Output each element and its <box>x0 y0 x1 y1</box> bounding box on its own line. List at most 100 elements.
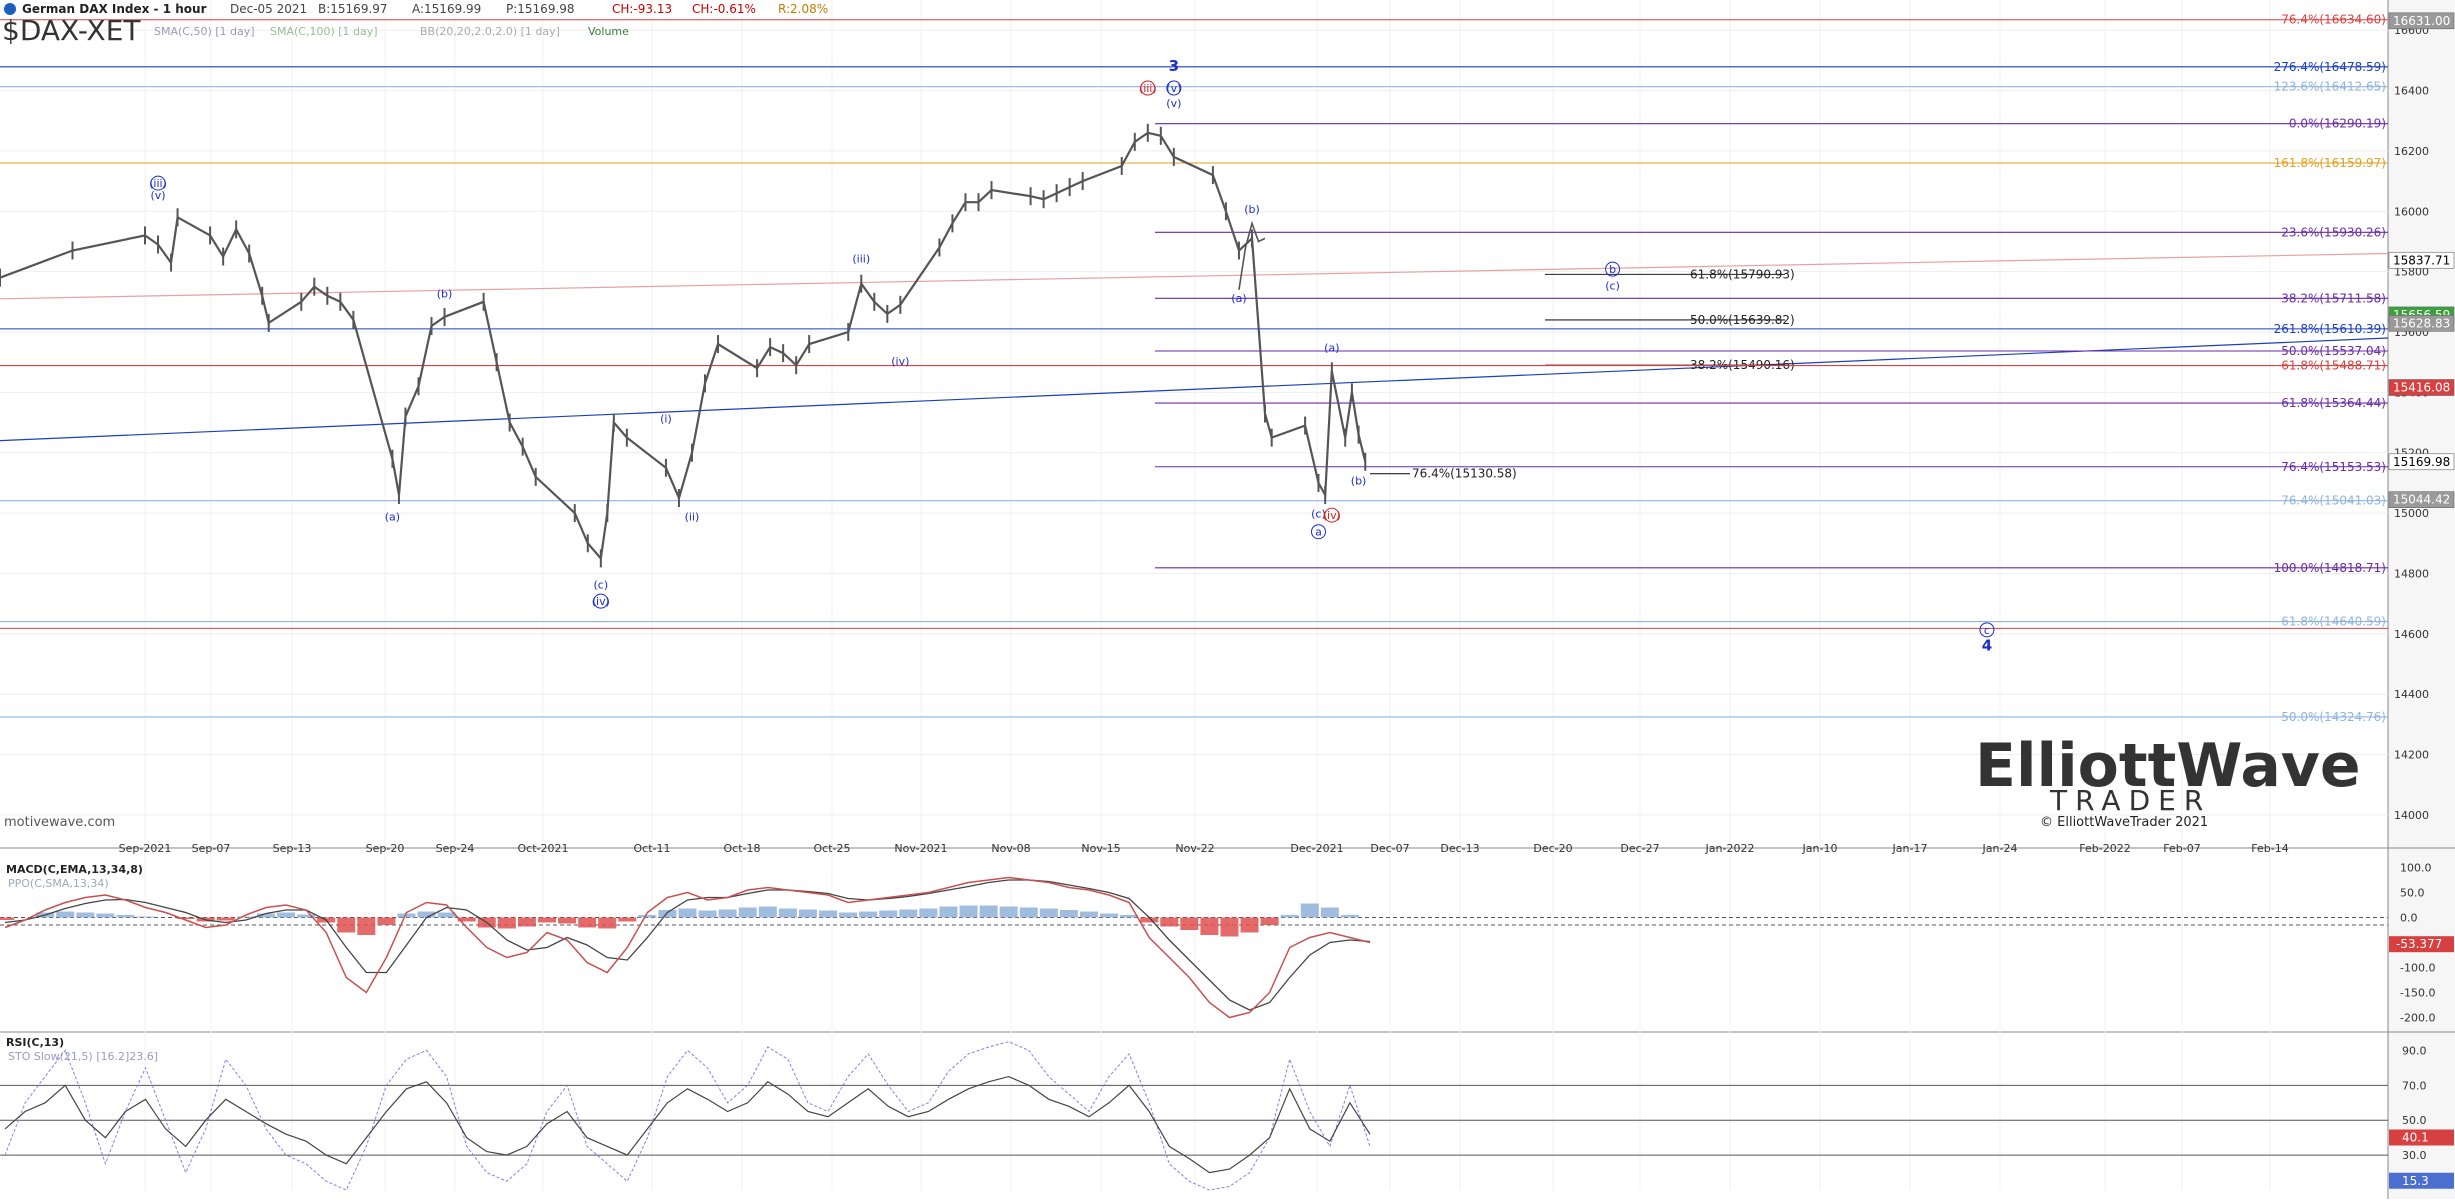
fib-level-label: 61.8%(15790.93) <box>1690 267 1795 281</box>
date-axis-tick-label: Oct-2021 <box>518 842 569 855</box>
wave-label: (iv) <box>592 595 610 608</box>
indicator-bb[interactable]: BB(20,20,2.0,2.0) [1 day] <box>420 25 560 38</box>
ppo-histogram-bar <box>1039 908 1058 918</box>
date-axis-tick-label: Jan-10 <box>1802 842 1838 855</box>
wave-label: (v) <box>150 189 165 202</box>
fib-level-label: 123.6%(16412.65) <box>2274 80 2386 94</box>
ppo-histogram-bar <box>1019 907 1038 918</box>
date-axis-tick-label: Dec-13 <box>1440 842 1479 855</box>
ask-value: A:15169.99 <box>412 2 482 16</box>
ppo-histogram-bar <box>578 917 597 928</box>
ppo-histogram-bar <box>819 910 838 918</box>
ppo-histogram-bar <box>297 914 316 918</box>
fib-level-label: 38.2%(15711.58) <box>2281 291 2386 305</box>
ppo-histogram-bar <box>999 906 1018 918</box>
ppo-histogram-bar <box>337 917 356 933</box>
price-axis-tick-label: 16200 <box>2394 145 2429 158</box>
rsi-axis-tick-label: 90.0 <box>2402 1044 2427 1057</box>
date-axis-tick-label: Feb-07 <box>2163 842 2200 855</box>
ppo-histogram-bar <box>899 909 918 918</box>
rsi-axis-tick-label: 50.0 <box>2402 1114 2427 1127</box>
price-tag-label: 15044.42 <box>2393 493 2450 507</box>
wave-label-circle <box>1166 80 1182 96</box>
ppo-histogram-bar <box>1260 917 1279 925</box>
price-tag <box>2388 453 2455 471</box>
wave-label: (b) <box>437 287 453 300</box>
indicator-volume[interactable]: Volume <box>588 25 629 38</box>
sto-value-tag-label: 15.3 <box>2402 1174 2429 1188</box>
ppo-histogram-bar <box>1320 907 1339 918</box>
date-axis-tick-label: Dec-27 <box>1620 842 1659 855</box>
ppo-histogram-bar <box>1100 913 1119 918</box>
trend-line <box>0 252 2389 300</box>
price-axis-tick-label: 16000 <box>2394 205 2429 218</box>
price-tag <box>2388 379 2455 396</box>
wave-label: (a) <box>385 511 400 524</box>
wave-label-circle <box>1605 261 1621 277</box>
fib-level-label: 76.4%(16634.60) <box>2281 13 2386 27</box>
rsi-axis-tick-label: 30.0 <box>2402 1149 2427 1162</box>
date-axis-tick-label: Sep-20 <box>366 842 405 855</box>
ppo-histogram-bar <box>1200 917 1219 935</box>
logo-wordmark: ElliottWave <box>1975 731 2361 801</box>
price-bars <box>0 123 1367 568</box>
fib-level-label: 61.8%(15364.44) <box>2281 396 2386 410</box>
date-axis-tick-label: Oct-25 <box>814 842 851 855</box>
macd-axis-tick-label: 0.0 <box>2400 912 2418 925</box>
date-axis-tick-label: Feb-14 <box>2251 842 2288 855</box>
date-axis-tick-label: Nov-15 <box>1081 842 1120 855</box>
fib-level-label: 50.0%(15639.82) <box>1690 313 1795 327</box>
wave-label: (iv) <box>1323 509 1341 522</box>
logo-copyright: © ElliottWaveTrader 2021 <box>2040 815 2208 830</box>
ppo-histogram-bar <box>377 917 396 925</box>
wave-label: (c) <box>1311 508 1326 521</box>
ppo-histogram-bar <box>778 908 797 918</box>
trend-line <box>0 337 2389 442</box>
ppo-histogram-bar <box>618 917 637 922</box>
indicator-sma50[interactable]: SMA(C,50) [1 day] <box>154 25 255 38</box>
date-axis-tick-label: Dec-20 <box>1533 842 1572 855</box>
price-tag <box>2388 251 2455 269</box>
ppo-histogram-bar <box>216 917 235 921</box>
price-series-price <box>0 131 1367 561</box>
ppo-histogram-bar <box>116 915 135 918</box>
ppo-histogram-bar <box>417 911 436 918</box>
wave-label: a <box>1315 526 1322 539</box>
ppo-histogram-bar <box>718 909 737 918</box>
macd-axis-tick-label: 50.0 <box>2400 887 2425 900</box>
date-axis-tick-label: Nov-22 <box>1175 842 1214 855</box>
symbol-label: $DAX-XET <box>2 14 141 47</box>
date-axis-tick-label: Sep-2021 <box>119 842 172 855</box>
ppo-histogram-bar <box>939 906 958 918</box>
ppo-histogram-bar <box>1120 915 1139 918</box>
price-axis-tick-label: 14200 <box>2394 749 2429 762</box>
price-axis-background <box>2388 0 2455 1199</box>
macd-signal-line <box>4 879 1371 1011</box>
macd-axis-tick-label: 100.0 <box>2400 862 2432 875</box>
date-axis-tick-label: Dec-2021 <box>1290 842 1343 855</box>
ppo-histogram-bar <box>1280 915 1299 918</box>
indicator-sma100[interactable]: SMA(C,100) [1 day] <box>270 25 378 38</box>
ppo-histogram-bar <box>256 913 275 918</box>
wave-label-circle <box>593 593 609 609</box>
macd-value-tag <box>2389 936 2454 953</box>
price-tag-label: 15628.83 <box>2393 316 2450 330</box>
macd-line <box>4 876 1371 1019</box>
ppo-histogram-bar <box>598 917 617 929</box>
macd-axis-tick-label: -200.0 <box>2400 1012 2435 1025</box>
ppo-histogram-bar <box>638 915 657 918</box>
wave-label: (a) <box>1231 292 1246 305</box>
wave-label: (c) <box>593 579 608 592</box>
chart-title: German DAX Index - 1 hour <box>22 2 207 16</box>
ppo-histogram-bar <box>437 912 456 918</box>
ppo-histogram-bar <box>738 907 757 918</box>
date-axis-tick-label: Oct-11 <box>634 842 671 855</box>
ppo-histogram-bar <box>919 908 938 918</box>
ppo-histogram-bar <box>1240 917 1259 933</box>
fib-level-label: 76.4%(15041.03) <box>2281 494 2386 508</box>
ppo-histogram-bar <box>1079 911 1098 918</box>
ppo-histogram-bar <box>1140 917 1159 923</box>
fib-level-label: 61.8%(15488.71) <box>2281 359 2386 373</box>
